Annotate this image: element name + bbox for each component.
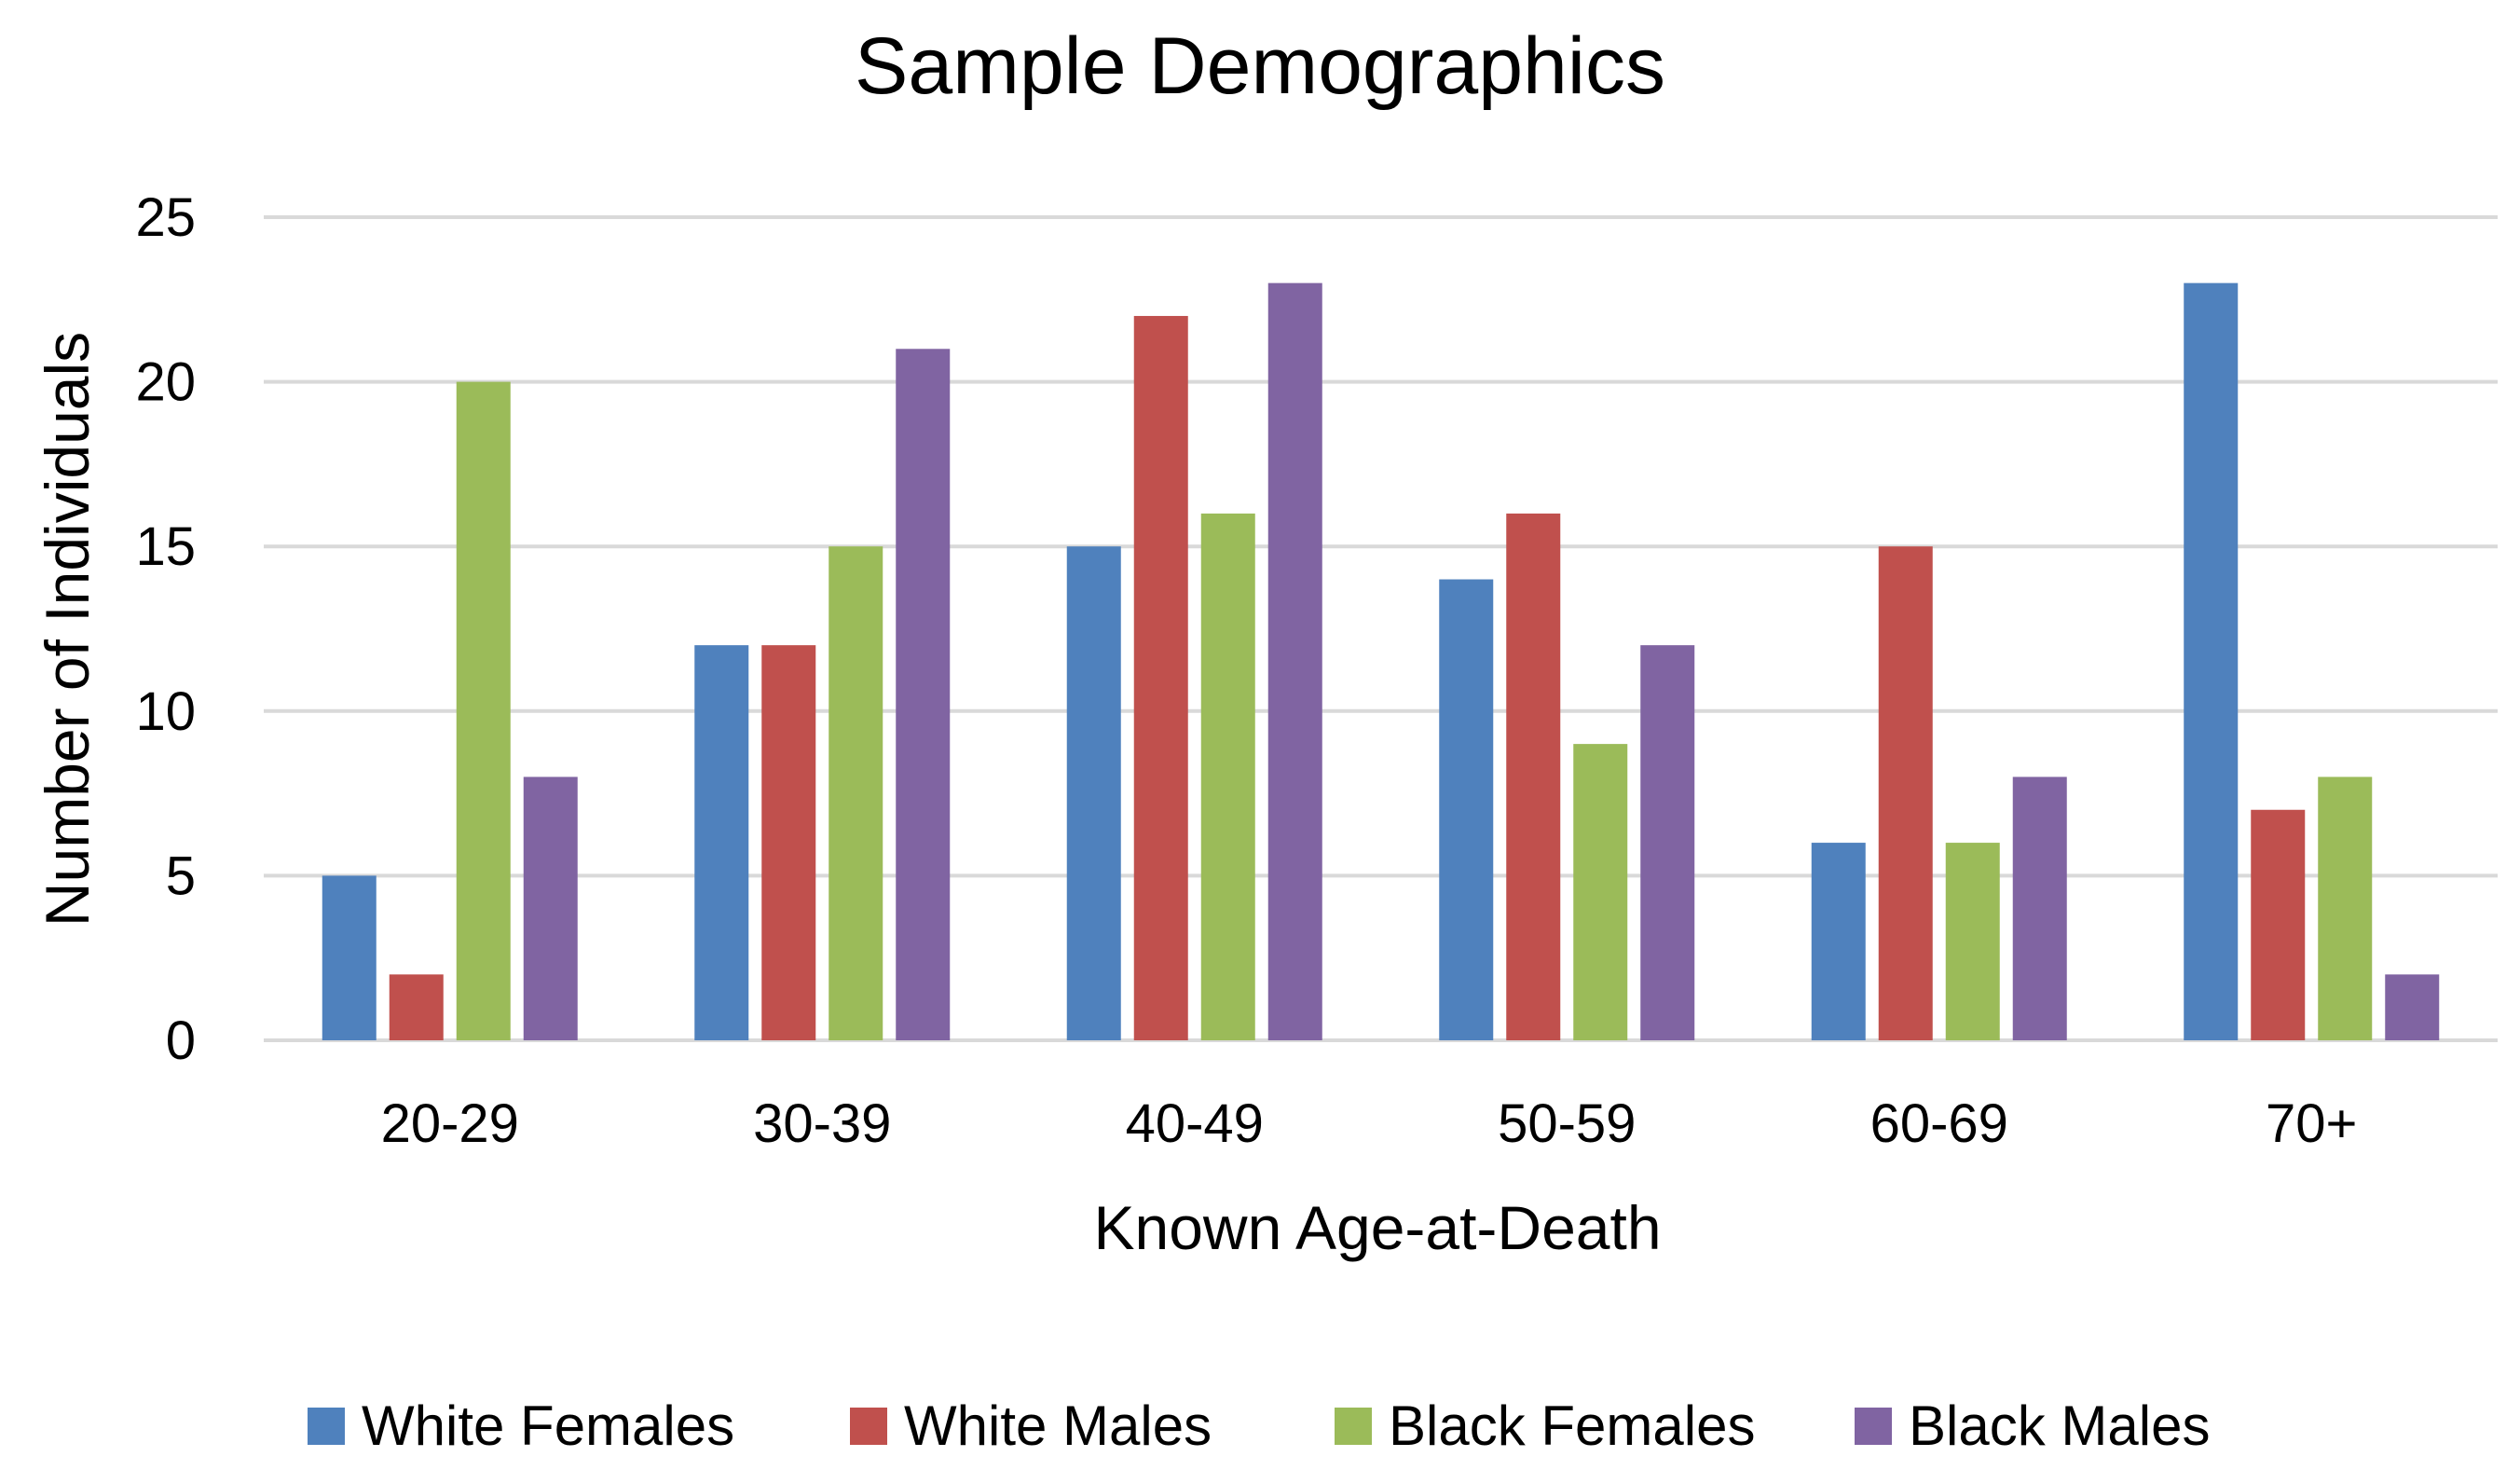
bar-white-males-6069: [1878, 546, 1933, 1040]
y-tick-label: 20: [135, 352, 196, 413]
bar-black-females-5059: [1573, 744, 1628, 1040]
x-tick-label: 60-69: [1870, 1093, 2008, 1154]
legend-item-white-females: White Females: [308, 1395, 734, 1457]
x-axis-label: Known Age-at-Death: [1093, 1193, 1661, 1262]
legend-label: White Females: [362, 1395, 734, 1457]
legend-item-black-males: Black Males: [1855, 1395, 2210, 1457]
bar-black-males-6069: [2012, 776, 2067, 1040]
bar-black-males-2029: [523, 776, 578, 1040]
y-tick-label: 15: [135, 516, 196, 577]
y-tick-label: 25: [135, 187, 196, 248]
bar-white-males-4049: [1133, 315, 1188, 1041]
bar-white-males-5059: [1506, 513, 1561, 1040]
y-tick-label: 0: [166, 1010, 196, 1071]
legend-item-black-females: Black Females: [1335, 1395, 1755, 1457]
bar-black-females-2029: [456, 381, 511, 1041]
bar-white-males-3039: [761, 645, 816, 1040]
bar-white-females-4049: [1066, 546, 1121, 1040]
bar-white-females-6069: [1811, 843, 1866, 1040]
legend-item-white-males: White Males: [850, 1395, 1212, 1457]
bar-black-females-3039: [829, 546, 883, 1040]
bar-black-females-6069: [1945, 843, 2000, 1040]
bar-black-males-4049: [1267, 282, 1322, 1040]
x-tick-label: 50-59: [1498, 1093, 1636, 1154]
legend: White Females White Males Black Females Bla…: [308, 1395, 2210, 1457]
y-axis-ticks: 0 5 10 15 20 25: [135, 187, 196, 1071]
gridlines: [264, 215, 2498, 1042]
bar-black-females-70: [2318, 776, 2373, 1040]
bar-white-females-2029: [322, 875, 377, 1040]
x-axis-ticks: 20-29 30-39 40-49 50-59 60-69 70+: [381, 1093, 2358, 1154]
legend-swatch: [1335, 1408, 1372, 1445]
bars: [322, 282, 2440, 1041]
bar-black-males-3039: [896, 349, 951, 1040]
legend-label: White Males: [904, 1395, 1212, 1457]
legend-swatch: [308, 1408, 345, 1445]
legend-label: Black Males: [1909, 1395, 2210, 1457]
y-tick-label: 10: [135, 681, 196, 742]
bar-black-males-5059: [1640, 645, 1695, 1040]
bar-black-females-4049: [1200, 513, 1255, 1040]
bar-white-females-70: [2184, 282, 2239, 1040]
y-tick-label: 5: [166, 845, 196, 906]
legend-swatch: [1855, 1408, 1892, 1445]
x-tick-label: 70+: [2266, 1093, 2357, 1154]
bar-white-females-5059: [1439, 579, 1494, 1040]
y-axis-label: Number of Individuals: [33, 332, 102, 927]
x-tick-label: 40-49: [1126, 1093, 1264, 1154]
bar-white-males-70: [2251, 809, 2306, 1040]
chart-title: Sample Demographics: [855, 21, 1665, 111]
bar-black-males-70: [2385, 974, 2440, 1040]
bar-white-females-3039: [694, 645, 749, 1040]
bar-white-males-2029: [389, 974, 444, 1040]
legend-swatch: [850, 1408, 887, 1445]
x-tick-label: 20-29: [381, 1093, 519, 1154]
legend-label: Black Females: [1389, 1395, 1755, 1457]
x-tick-label: 30-39: [753, 1093, 891, 1154]
